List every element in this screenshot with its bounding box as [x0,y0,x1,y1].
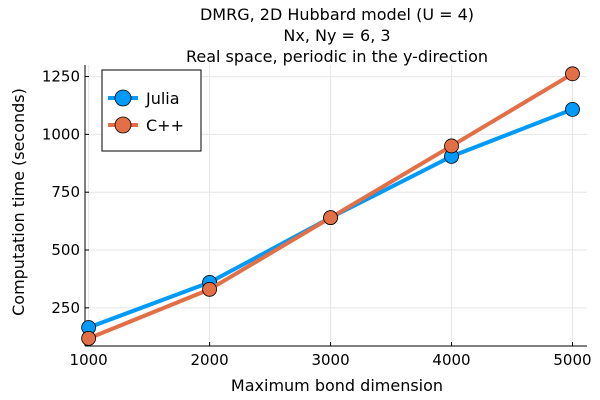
legend-item-cpp: C++ [108,116,184,135]
legend-box [101,69,202,152]
y-axis-label: Computation time (seconds) [9,88,28,316]
chart-title-line-2: Nx, Ny = 6, 3 [283,26,390,45]
data-point-cpp-2 [323,210,338,226]
data-point-julia-4 [565,102,580,117]
series-cpp [81,66,580,346]
x-tick-label-1: 2000 [190,351,228,369]
y-tick-label-4: 1250 [42,68,80,86]
chart-title-line-1: DMRG, 2D Hubbard model (U = 4) [200,5,474,24]
legend-label-cpp: C++ [146,116,184,135]
y-tick-label-1: 500 [51,241,80,259]
x-tick-labels: 1000 2000 3000 4000 5000 [70,351,592,369]
x-tick-label-2: 3000 [311,351,349,369]
legend: Julia C++ [101,69,202,152]
y-tick-label-0: 250 [51,299,80,317]
chart-title: DMRG, 2D Hubbard model (U = 4) Nx, Ny = … [186,5,488,66]
data-point-cpp-3 [444,138,459,154]
data-point-cpp-4 [565,66,580,82]
x-tick-label-3: 4000 [432,351,470,369]
series-layer [81,66,580,346]
y-tick-labels: 250 500 750 1000 1250 [42,68,80,317]
data-point-cpp-1 [202,281,217,297]
legend-marker-julia [114,89,132,107]
x-tick-label-0: 1000 [70,351,108,369]
data-point-cpp-0 [81,330,97,346]
x-tick-label-4: 5000 [553,351,591,369]
legend-item-julia: Julia [108,89,180,108]
x-axis-label: Maximum bond dimension [231,376,443,395]
legend-label-julia: Julia [145,89,180,108]
legend-marker-cpp [114,116,132,134]
chart-title-line-3: Real space, periodic in the y-direction [186,47,488,66]
y-tick-label-3: 1000 [42,125,80,143]
y-tick-label-2: 750 [51,183,80,201]
